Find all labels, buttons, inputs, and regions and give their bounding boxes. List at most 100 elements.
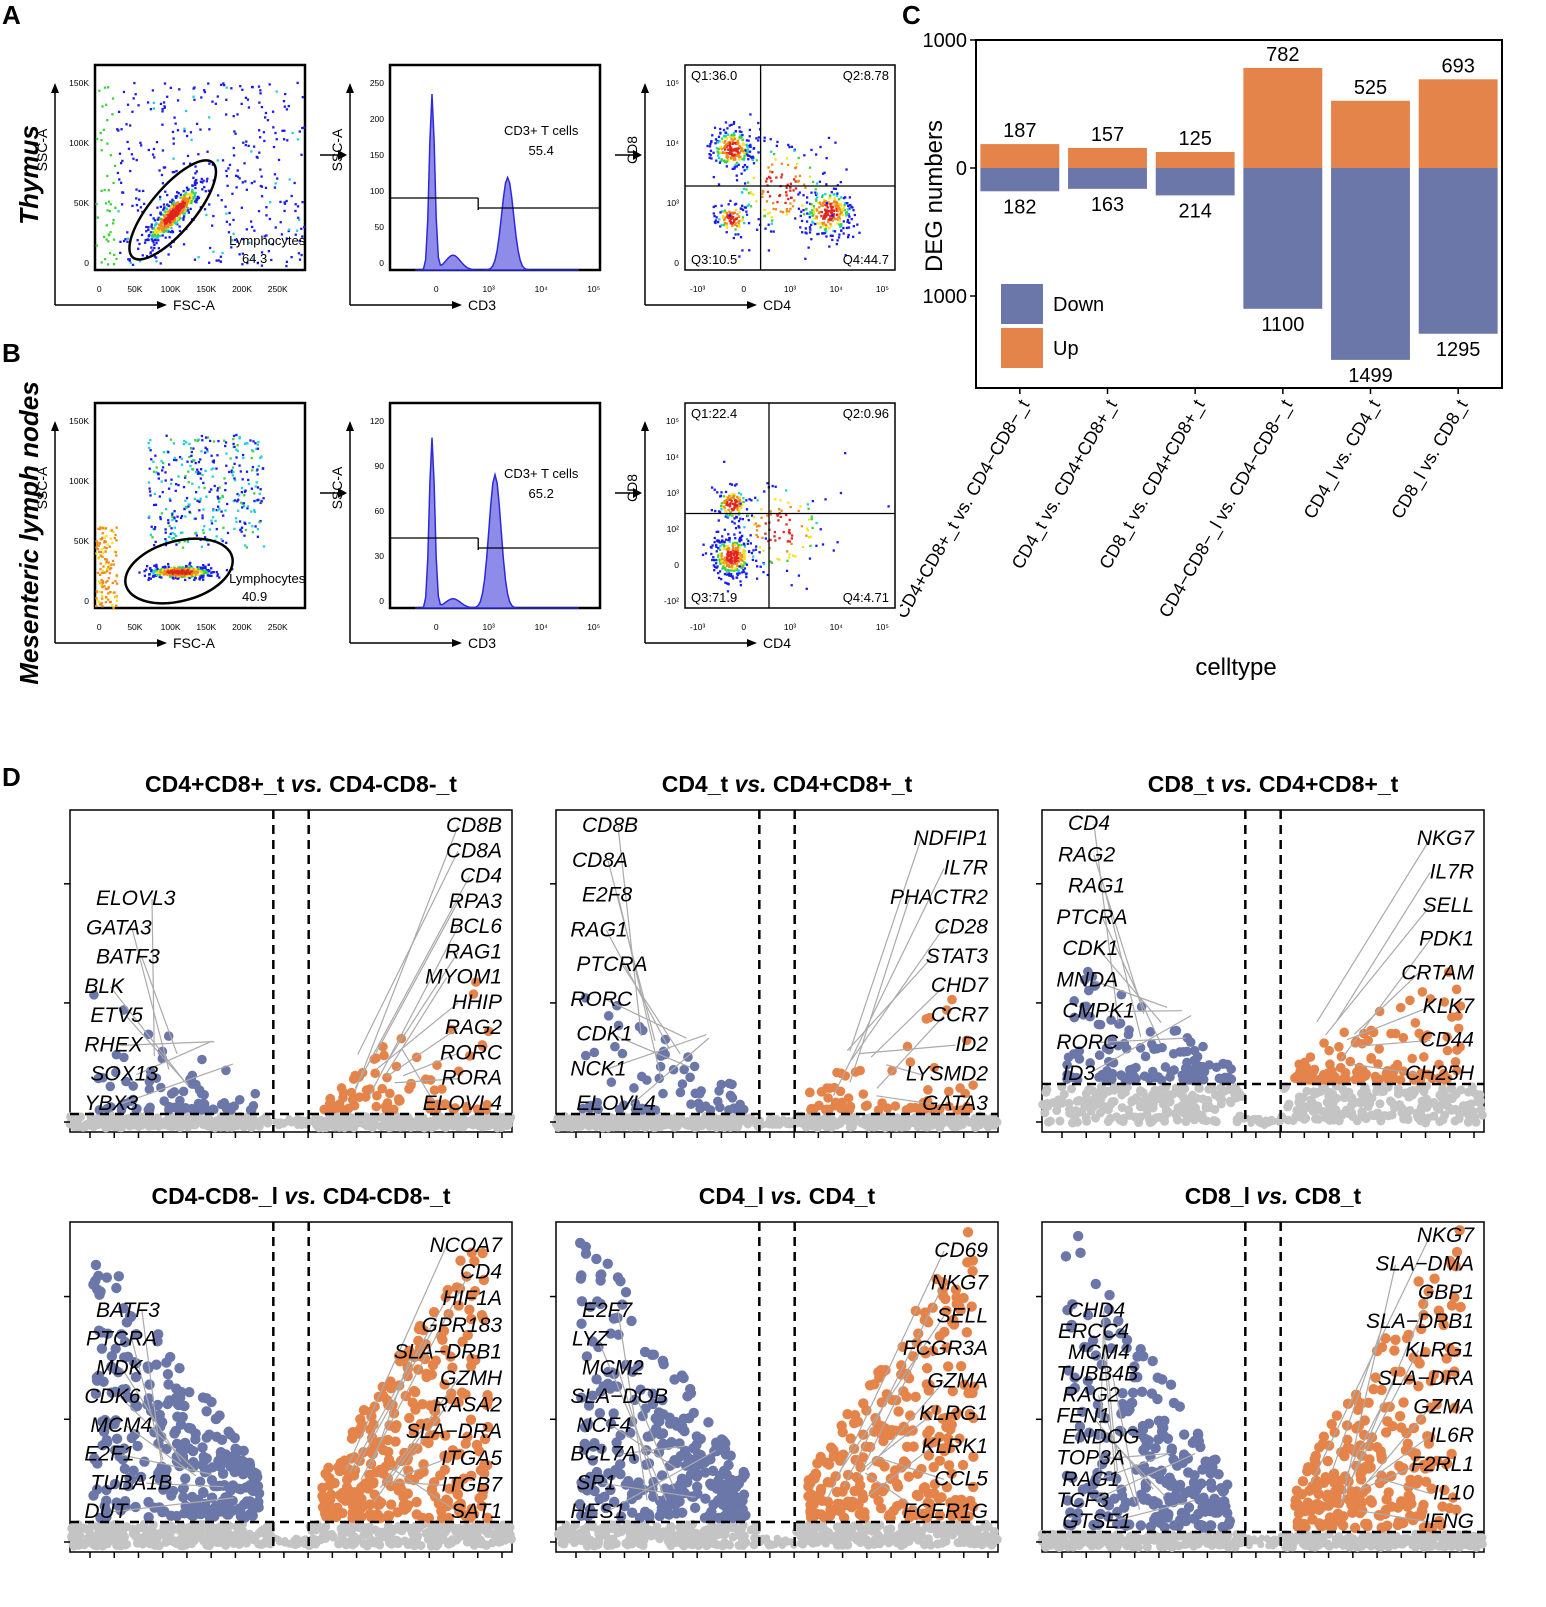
gate-event-dot xyxy=(180,514,184,518)
quadrant-event-dot xyxy=(723,211,726,214)
gate-event-dot xyxy=(110,563,113,566)
gate-event-dot xyxy=(210,224,214,227)
quadrant-event-dot xyxy=(733,211,737,214)
volcano-gray-point xyxy=(1344,1087,1354,1097)
bar-up-value: 187 xyxy=(1003,120,1036,142)
quadrant-event-dot xyxy=(825,235,828,238)
gate-event-dot xyxy=(103,536,106,539)
gate-event-dot xyxy=(216,159,219,162)
gate-event-dot xyxy=(260,499,263,503)
quadrant-event-dot xyxy=(748,191,751,195)
gate-event-dot xyxy=(256,486,260,489)
gate-event-dot xyxy=(193,459,196,462)
gate-event-dot xyxy=(186,539,190,542)
quadrant-event-dot xyxy=(842,220,845,223)
quadrant-event-dot xyxy=(714,142,717,145)
gate-x-tick: 150K xyxy=(196,284,216,294)
gate-event-dot xyxy=(202,566,205,570)
volcano-down-point xyxy=(246,1105,257,1115)
quadrant-event-dot xyxy=(790,542,793,546)
quadrant-event-dot xyxy=(765,200,769,203)
gate-event-dot xyxy=(260,264,264,267)
gate-event-dot xyxy=(220,538,223,541)
hist-y-tick: 250 xyxy=(370,78,384,88)
gate-event-dot xyxy=(112,605,115,609)
gate-event-dot xyxy=(238,253,241,256)
hist-x-arrowhead xyxy=(452,301,462,309)
volcano-gray-point xyxy=(765,1117,773,1125)
gate-event-dot xyxy=(112,222,115,225)
gate-event-dot xyxy=(198,472,202,475)
quadrant-event-dot xyxy=(833,209,836,213)
gate-event-dot xyxy=(135,203,139,207)
quadrant-event-dot xyxy=(755,525,759,528)
gate-event-dot xyxy=(148,467,151,470)
quadrant-event-dot xyxy=(850,217,853,221)
quadrant-event-dot xyxy=(728,143,732,146)
quadrant-event-dot xyxy=(794,175,797,178)
gate-event-dot xyxy=(282,100,286,103)
gate-event-dot xyxy=(256,443,259,446)
quadrant-event-dot xyxy=(730,553,733,556)
quadrant-event-dot xyxy=(735,161,739,164)
gate-event-dot xyxy=(200,177,203,181)
gate-event-dot xyxy=(190,201,193,205)
volcano-label-leader xyxy=(886,1064,922,1076)
quadrant-event-dot xyxy=(748,249,751,252)
gate-event-dot xyxy=(221,159,225,162)
gate-event-dot xyxy=(171,513,174,516)
gate-event-dot xyxy=(186,460,189,463)
volcano-gray-point xyxy=(291,1116,299,1124)
volcano-label-leader xyxy=(394,1078,459,1084)
volcano-gray-point xyxy=(1363,1102,1373,1112)
gate-event-dot xyxy=(159,234,162,238)
gate-event-dot xyxy=(154,540,157,544)
legend-label-up: Up xyxy=(1053,338,1079,360)
quadrant-event-dot xyxy=(797,574,801,577)
quadrant-event-dot xyxy=(741,556,744,559)
volcano-up-point xyxy=(448,1104,459,1115)
gate-event-dot xyxy=(185,566,188,570)
gate-event-dot xyxy=(162,166,166,169)
quadrant-event-dot xyxy=(731,548,734,551)
volcano-label-leader xyxy=(859,1044,956,1055)
quadrant-event-dot xyxy=(815,216,819,219)
quadrant-event-dot xyxy=(755,565,759,568)
quad-y-tick: -10² xyxy=(664,596,679,606)
quadrant-event-dot xyxy=(718,570,722,573)
gate-event-dot xyxy=(240,501,243,504)
volcano-gray-point xyxy=(697,1121,707,1131)
gate-event-dot xyxy=(162,213,165,217)
gate-event-dot xyxy=(268,201,272,204)
gate-event-dot xyxy=(212,214,215,218)
gate-event-dot xyxy=(139,206,143,209)
gate-event-dot xyxy=(260,105,264,109)
gate-event-dot xyxy=(159,517,162,521)
gate-event-dot xyxy=(143,241,147,244)
quadrant-event-dot xyxy=(734,503,737,506)
volcano-gray-point xyxy=(254,1121,264,1131)
gate-event-dot xyxy=(191,188,194,191)
quadrant-event-dot xyxy=(725,503,728,507)
quadrant-event-dot xyxy=(744,152,748,156)
gate-event-dot xyxy=(103,86,107,89)
volcano-down-gene-label: ELOVL4 xyxy=(576,1092,655,1115)
quadrant-event-dot xyxy=(720,555,723,558)
volcano-gray-point xyxy=(1439,1088,1449,1098)
volcano-gray-point xyxy=(1064,1098,1074,1108)
quadrant-event-dot xyxy=(858,231,861,234)
gate-event-dot xyxy=(185,202,188,205)
quad-x-label: CD4 xyxy=(763,297,791,313)
gate-event-dot xyxy=(147,578,150,581)
quadrant-event-dot xyxy=(794,187,798,190)
quadrant-event-dot xyxy=(738,508,741,511)
gate-event-dot xyxy=(174,204,177,208)
volcano-down-point xyxy=(199,1089,209,1100)
quadrant-event-dot xyxy=(748,135,751,138)
gate-event-dot xyxy=(193,200,197,203)
gate-event-dot xyxy=(205,213,208,217)
quadrant-event-dot xyxy=(727,563,731,567)
gate-event-dot xyxy=(141,254,144,257)
quadrant-event-dot xyxy=(776,140,779,144)
quadrant-event-dot xyxy=(755,529,759,532)
